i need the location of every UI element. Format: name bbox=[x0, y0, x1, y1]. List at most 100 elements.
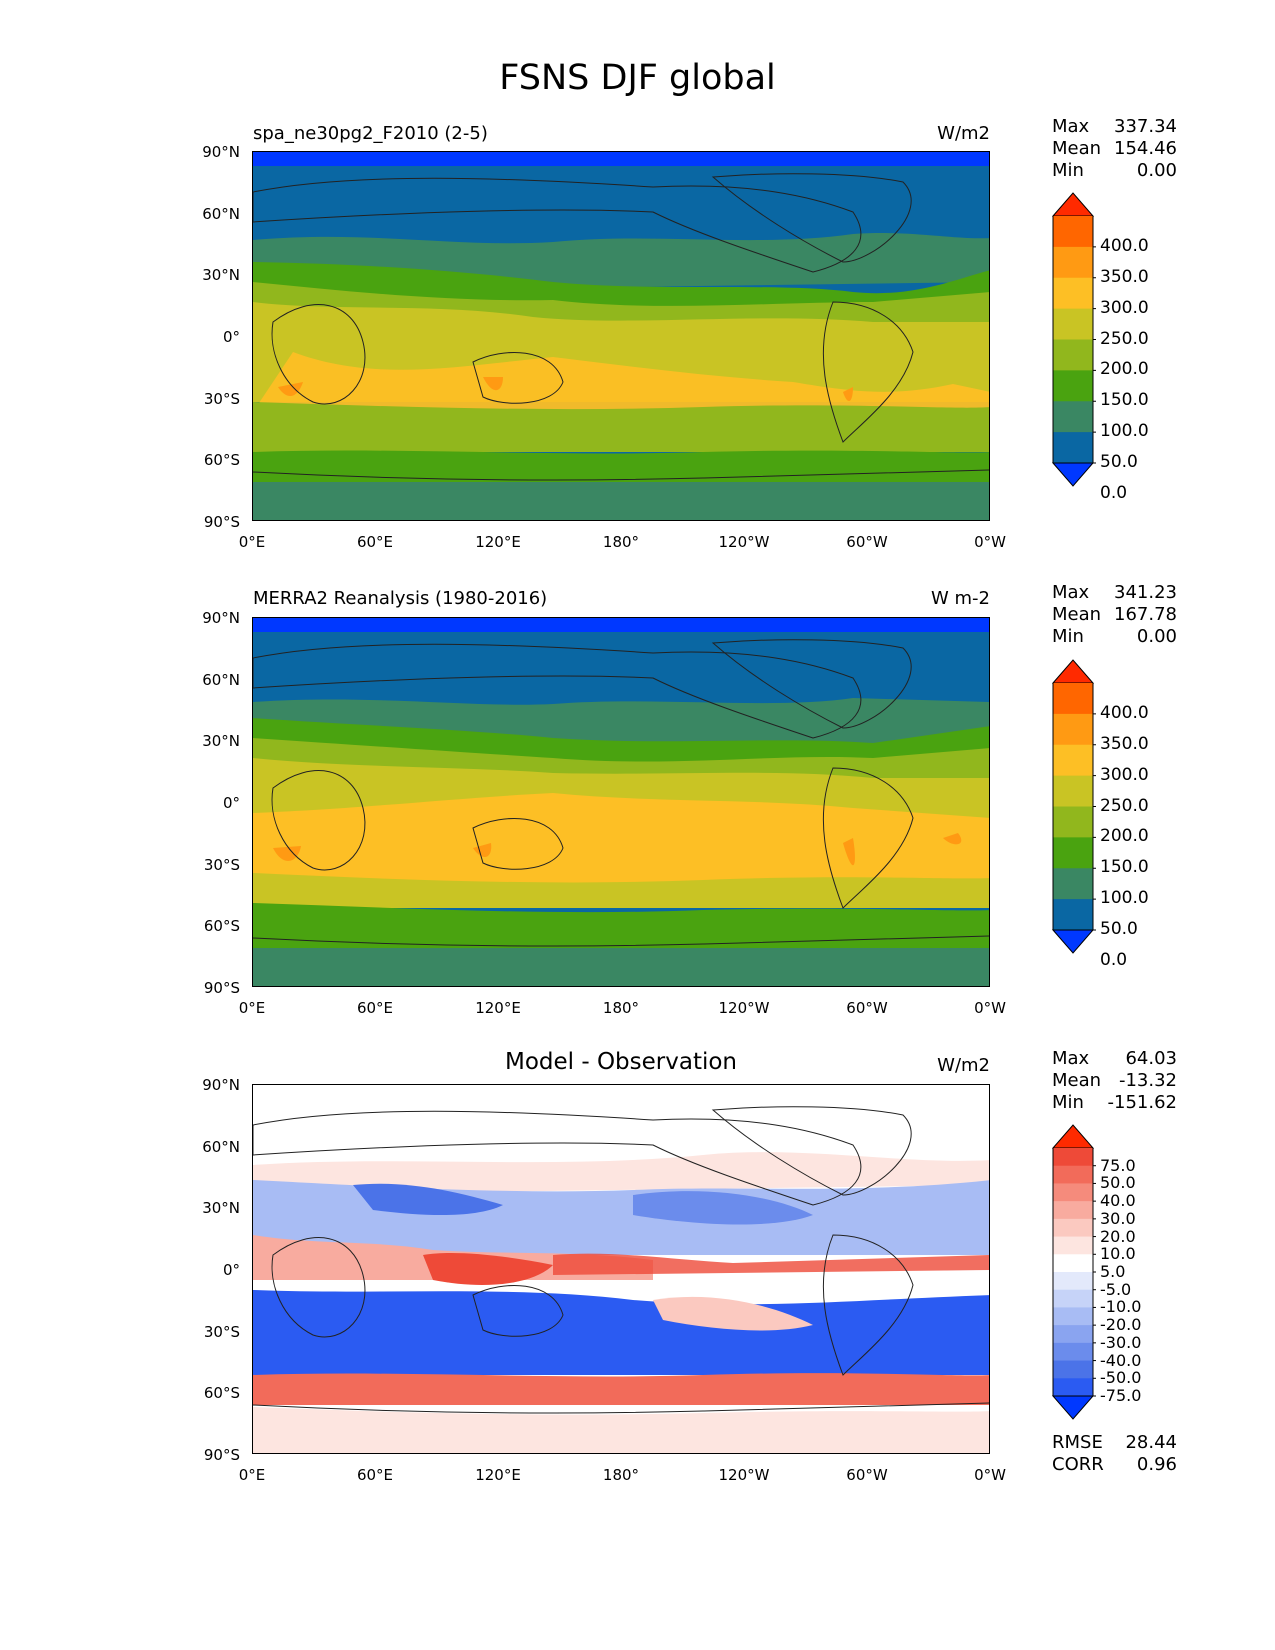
panel-model-units: W/m2 bbox=[937, 123, 990, 144]
stat-max-label: Max bbox=[1052, 1048, 1090, 1069]
stat-mean: 154.46 bbox=[1114, 138, 1177, 159]
lon-label: 0°E bbox=[238, 999, 266, 1017]
colorbar-segment bbox=[1053, 370, 1093, 402]
stat-mean-label: Mean bbox=[1052, 138, 1102, 159]
lon-label: 180° bbox=[602, 999, 640, 1017]
colorbar-tick-label: 400.0 bbox=[1100, 235, 1149, 256]
map-model-field bbox=[253, 152, 989, 520]
panel-obs-stats: Max 341.23 Mean 167.78 Min 0.00 bbox=[1052, 582, 1177, 648]
colorbar-tick-label: 300.0 bbox=[1100, 297, 1149, 318]
colorbar-segment bbox=[1053, 339, 1093, 371]
lon-label: 120°W bbox=[718, 999, 770, 1017]
colorbar-tick-label: 0.0 bbox=[1100, 482, 1128, 503]
lat-label: 0° bbox=[222, 794, 240, 812]
colorbar-segment bbox=[1053, 1183, 1093, 1202]
lon-label: 60°W bbox=[846, 533, 888, 551]
colorbar-tick-label: 100.0 bbox=[1100, 888, 1149, 909]
colorbar-segment bbox=[1053, 1201, 1093, 1220]
colorbar-segment bbox=[1053, 277, 1093, 310]
colorbar-tick-label: -30.0 bbox=[1100, 1332, 1142, 1352]
lat-label: 30°N bbox=[202, 266, 240, 284]
stat-max: 341.23 bbox=[1114, 582, 1177, 603]
lat-label: 60°S bbox=[203, 1384, 240, 1402]
colorbar-segment bbox=[1053, 1360, 1093, 1379]
lat-label: 60°S bbox=[203, 451, 240, 469]
lat-label: 90°S bbox=[203, 979, 240, 997]
colorbar-segment bbox=[1053, 1148, 1093, 1167]
colorbar-extend-max bbox=[1051, 192, 1095, 217]
stat-mean: -13.32 bbox=[1118, 1070, 1177, 1091]
colorbar-segment bbox=[1053, 1165, 1093, 1184]
lat-label: 90°N bbox=[202, 1076, 240, 1094]
stat-mean-label: Mean bbox=[1052, 604, 1102, 625]
colorbar-segment bbox=[1053, 1254, 1093, 1273]
panel-diff-metrics: RMSE 28.44 CORR 0.96 bbox=[1052, 1432, 1177, 1476]
stat-min: 0.00 bbox=[1136, 626, 1177, 647]
lon-label: 0°W bbox=[974, 533, 1006, 551]
stat-min-label: Min bbox=[1052, 1092, 1084, 1113]
colorbar-tick-label: 50.0 bbox=[1100, 1173, 1136, 1193]
stat-max-label: Max bbox=[1052, 116, 1090, 137]
lon-label: 60°E bbox=[356, 1466, 394, 1484]
colorbar-extend-min bbox=[1051, 462, 1095, 487]
colorbar-segment bbox=[1053, 1218, 1093, 1238]
panel-diff-colorbar bbox=[1051, 1124, 1096, 1420]
panel-model-stats: Max 337.34 Mean 154.46 Min 0.00 bbox=[1052, 116, 1177, 182]
colorbar-tick-label: -75.0 bbox=[1100, 1386, 1142, 1405]
colorbar-extend-min bbox=[1051, 1395, 1095, 1420]
colorbar-segment bbox=[1053, 401, 1093, 433]
colorbar-tick-label: 0.0 bbox=[1100, 949, 1128, 970]
lat-label: 30°S bbox=[203, 1323, 240, 1341]
colorbar-tick-label: 150.0 bbox=[1100, 390, 1149, 411]
lon-label: 120°E bbox=[475, 533, 521, 551]
colorbar-segment bbox=[1053, 1325, 1093, 1344]
colorbar-segment bbox=[1053, 1378, 1093, 1397]
colorbar-tick-label: 200.0 bbox=[1100, 359, 1149, 380]
colorbar-tick-label: 350.0 bbox=[1100, 733, 1149, 754]
stat-max: 64.03 bbox=[1125, 1048, 1177, 1069]
colorbar-tick-label: 50.0 bbox=[1100, 452, 1138, 472]
colorbar-segment bbox=[1053, 1289, 1093, 1308]
colorbar-segment bbox=[1053, 775, 1093, 807]
stat-min: 0.00 bbox=[1136, 160, 1177, 181]
panel-obs-units: W m-2 bbox=[930, 588, 990, 609]
lon-label: 120°E bbox=[475, 999, 521, 1017]
colorbar-tick-label: 5.0 bbox=[1100, 1262, 1126, 1281]
colorbar-segment bbox=[1053, 837, 1093, 869]
colorbar-tick-label: -50.0 bbox=[1100, 1368, 1142, 1388]
lat-label: 90°N bbox=[202, 143, 240, 161]
panel-obs-title: MERRA2 Reanalysis (1980-2016) bbox=[253, 588, 548, 609]
map-model bbox=[252, 151, 990, 521]
lat-label: 0° bbox=[222, 328, 240, 346]
colorbar-tick-label: 100.0 bbox=[1100, 421, 1149, 442]
lat-label: 90°S bbox=[203, 1446, 240, 1464]
colorbar-segment bbox=[1053, 1342, 1093, 1362]
colorbar-segment bbox=[1053, 899, 1093, 931]
lat-label: 60°N bbox=[202, 1138, 240, 1156]
panel-model-colorbar bbox=[1051, 192, 1096, 487]
lon-label: 0°W bbox=[974, 999, 1006, 1017]
panel-diff-title: Model - Observation bbox=[504, 1049, 738, 1075]
figure-title: FSNS DJF global bbox=[499, 58, 776, 98]
colorbar-segment bbox=[1053, 1272, 1093, 1291]
map-obs-field bbox=[253, 618, 989, 986]
colorbar-segment bbox=[1053, 246, 1093, 279]
colorbar-tick-label: 10.0 bbox=[1100, 1244, 1136, 1264]
lon-label: 180° bbox=[602, 533, 640, 551]
colorbar-tick-label: 30.0 bbox=[1100, 1208, 1136, 1228]
lon-label: 120°W bbox=[718, 533, 770, 551]
colorbar-tick-label: 250.0 bbox=[1100, 795, 1149, 816]
lat-label: 0° bbox=[222, 1261, 240, 1279]
lat-label: 60°S bbox=[203, 917, 240, 935]
stat-min-label: Min bbox=[1052, 160, 1084, 181]
map-obs bbox=[252, 617, 990, 987]
colorbar-tick-label: -40.0 bbox=[1100, 1350, 1142, 1370]
stat-mean: 167.78 bbox=[1114, 604, 1177, 625]
lat-label: 90°N bbox=[202, 609, 240, 627]
colorbar-segment bbox=[1053, 744, 1093, 777]
colorbar-tick-label: 20.0 bbox=[1100, 1226, 1136, 1246]
colorbar-segment bbox=[1053, 216, 1093, 248]
